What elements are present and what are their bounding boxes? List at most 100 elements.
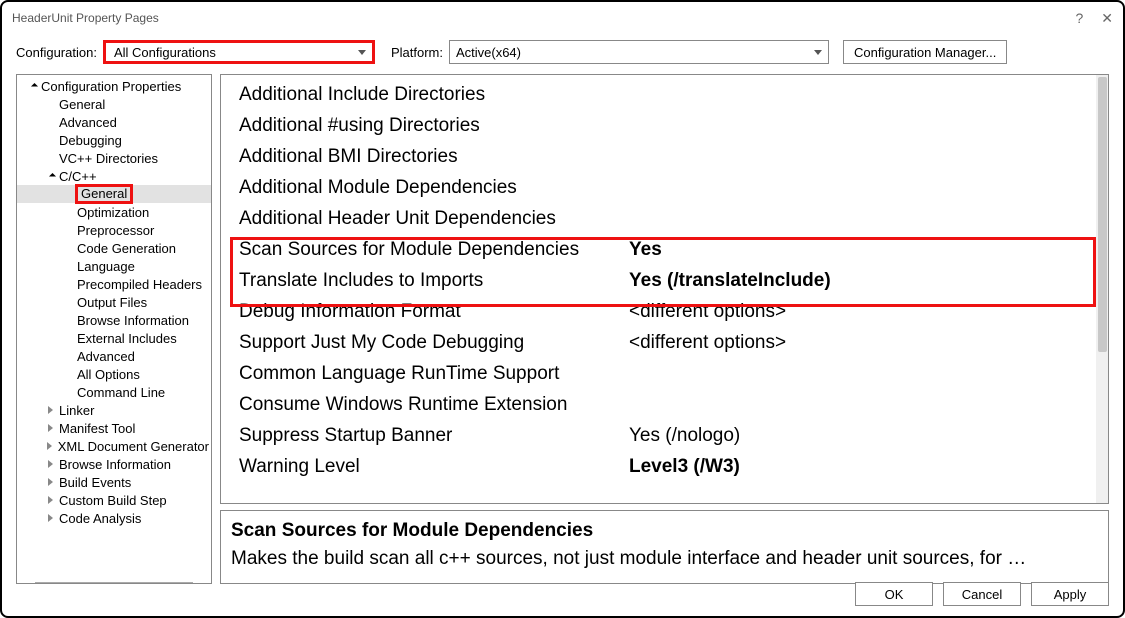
tree-item[interactable]: Code Generation xyxy=(17,239,211,257)
tree-item[interactable]: Command Line xyxy=(17,383,211,401)
tree-item[interactable]: Preprocessor xyxy=(17,221,211,239)
tree-panel: Configuration PropertiesGeneralAdvancedD… xyxy=(16,74,212,584)
tree-item[interactable]: Advanced xyxy=(17,347,211,365)
property-value[interactable]: Yes (/translateInclude) xyxy=(629,270,1088,292)
property-row[interactable]: Suppress Startup BannerYes (/nologo) xyxy=(235,420,1088,451)
tree-item[interactable]: Advanced xyxy=(17,113,211,131)
chevron-right-icon[interactable] xyxy=(45,477,55,487)
chevron-right-icon[interactable] xyxy=(45,423,55,433)
property-row[interactable]: Additional #using Directories xyxy=(235,110,1088,141)
property-row[interactable]: Warning LevelLevel3 (/W3) xyxy=(235,451,1088,482)
close-icon[interactable]: ✕ xyxy=(1101,10,1113,27)
tree-item-label: Code Generation xyxy=(75,241,178,256)
tree-caret-none xyxy=(63,351,73,361)
tree-caret-none xyxy=(45,135,55,145)
property-name: Translate Includes to Imports xyxy=(235,270,629,292)
platform-value: Active(x64) xyxy=(456,45,521,60)
main-area: Configuration PropertiesGeneralAdvancedD… xyxy=(2,74,1123,584)
chevron-right-icon[interactable] xyxy=(45,441,54,451)
property-row[interactable]: Translate Includes to ImportsYes (/trans… xyxy=(235,265,1088,296)
property-grid[interactable]: Additional Include DirectoriesAdditional… xyxy=(220,74,1109,504)
tree-item[interactable]: Precompiled Headers xyxy=(17,275,211,293)
tree-caret-none xyxy=(63,369,73,379)
tree-item[interactable]: Linker xyxy=(17,401,211,419)
tree-item-label: Custom Build Step xyxy=(57,493,169,508)
configuration-dropdown[interactable]: All Configurations xyxy=(103,40,375,64)
apply-button[interactable]: Apply xyxy=(1031,582,1109,606)
tree-item[interactable]: External Includes xyxy=(17,329,211,347)
tree-item[interactable]: General xyxy=(17,95,211,113)
configuration-manager-button[interactable]: Configuration Manager... xyxy=(843,40,1007,64)
tree-item[interactable]: All Options xyxy=(17,365,211,383)
chevron-right-icon[interactable] xyxy=(45,405,55,415)
tree-item-label: Preprocessor xyxy=(75,223,156,238)
tree-item[interactable]: Optimization xyxy=(17,203,211,221)
tree-caret-none xyxy=(63,189,73,199)
tree[interactable]: Configuration PropertiesGeneralAdvancedD… xyxy=(17,75,211,578)
tree-caret-none xyxy=(45,117,55,127)
tree-item[interactable]: C/C++ xyxy=(17,167,211,185)
cancel-button[interactable]: Cancel xyxy=(943,582,1021,606)
scrollbar-thumb[interactable] xyxy=(1098,77,1107,352)
chevron-down-icon[interactable] xyxy=(27,81,37,91)
platform-dropdown[interactable]: Active(x64) xyxy=(449,40,829,64)
property-row[interactable]: Additional Include Directories xyxy=(235,79,1088,110)
tree-caret-none xyxy=(63,297,73,307)
tree-item-label: Advanced xyxy=(57,115,119,130)
tree-item-label: Advanced xyxy=(75,349,137,364)
description-panel: Scan Sources for Module Dependencies Mak… xyxy=(220,510,1109,584)
property-value[interactable]: Yes (/nologo) xyxy=(629,425,1088,447)
tree-item-label: Precompiled Headers xyxy=(75,277,204,292)
tree-item-label: Manifest Tool xyxy=(57,421,137,436)
description-body: Makes the build scan all c++ sources, no… xyxy=(231,545,1098,574)
property-row[interactable]: Additional BMI Directories xyxy=(235,141,1088,172)
property-row[interactable]: Additional Module Dependencies xyxy=(235,172,1088,203)
tree-item[interactable]: Code Analysis xyxy=(17,509,211,527)
scrollbar[interactable] xyxy=(1096,75,1108,503)
property-row[interactable]: Debug Information Format<different optio… xyxy=(235,296,1088,327)
property-row[interactable]: Consume Windows Runtime Extension xyxy=(235,389,1088,420)
tree-caret-none xyxy=(63,315,73,325)
property-row[interactable]: Support Just My Code Debugging<different… xyxy=(235,327,1088,358)
tree-item[interactable]: Configuration Properties xyxy=(17,77,211,95)
tree-caret-none xyxy=(63,387,73,397)
tree-item-label: General xyxy=(75,184,133,204)
property-value[interactable]: Yes xyxy=(629,239,1088,261)
titlebar: HeaderUnit Property Pages ? ✕ xyxy=(2,2,1123,34)
tree-item[interactable]: Debugging xyxy=(17,131,211,149)
platform-label: Platform: xyxy=(391,45,443,60)
chevron-right-icon[interactable] xyxy=(45,495,55,505)
property-name: Additional BMI Directories xyxy=(235,146,629,168)
titlebar-buttons: ? ✕ xyxy=(1075,10,1113,27)
tree-caret-none xyxy=(63,279,73,289)
content-area: Additional Include DirectoriesAdditional… xyxy=(220,74,1109,584)
tree-item-label: Linker xyxy=(57,403,96,418)
property-value[interactable]: <different options> xyxy=(629,332,1088,354)
tree-item[interactable]: Browse Information xyxy=(17,455,211,473)
tree-item[interactable]: Output Files xyxy=(17,293,211,311)
chevron-right-icon[interactable] xyxy=(45,513,55,523)
property-value[interactable]: Level3 (/W3) xyxy=(629,456,1088,478)
property-row[interactable]: Scan Sources for Module DependenciesYes xyxy=(235,234,1088,265)
tree-item[interactable]: Manifest Tool xyxy=(17,419,211,437)
tree-item[interactable]: XML Document Generator xyxy=(17,437,211,455)
tree-item[interactable]: Build Events xyxy=(17,473,211,491)
property-row[interactable]: Common Language RunTime Support xyxy=(235,358,1088,389)
tree-item[interactable]: Custom Build Step xyxy=(17,491,211,509)
tree-item[interactable]: Language xyxy=(17,257,211,275)
tree-item-label: XML Document Generator xyxy=(56,439,211,454)
property-name: Debug Information Format xyxy=(235,301,629,323)
help-icon[interactable]: ? xyxy=(1075,10,1083,27)
tree-item[interactable]: General xyxy=(17,185,211,203)
ok-button[interactable]: OK xyxy=(855,582,933,606)
property-row[interactable]: Additional Header Unit Dependencies xyxy=(235,203,1088,234)
property-value[interactable]: <different options> xyxy=(629,301,1088,323)
chevron-right-icon[interactable] xyxy=(45,459,55,469)
configuration-value: All Configurations xyxy=(112,45,216,60)
tree-item-label: Browse Information xyxy=(75,313,191,328)
property-name: Consume Windows Runtime Extension xyxy=(235,394,629,416)
footer: OK Cancel Apply xyxy=(855,582,1109,606)
tree-item[interactable]: VC++ Directories xyxy=(17,149,211,167)
tree-item[interactable]: Browse Information xyxy=(17,311,211,329)
chevron-down-icon[interactable] xyxy=(45,171,55,181)
